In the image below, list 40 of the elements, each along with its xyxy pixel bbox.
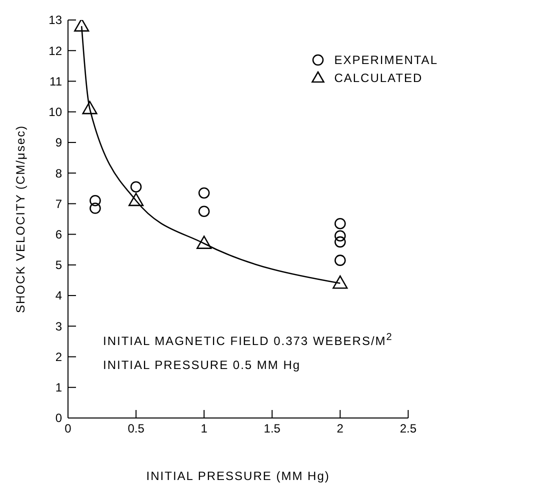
annotation: INITIAL MAGNETIC FIELD 0.373 WEBERS/M$^{2}$ [103, 331, 393, 350]
annotation: INITIAL PRESSURE 0.5 MM Hg [103, 357, 302, 374]
y-tick-label: 3 [55, 319, 62, 334]
point [82, 100, 98, 114]
point [198, 187, 210, 199]
x-tick-label: 1 [200, 422, 208, 436]
legend-label: EXPERIMENTAL [334, 53, 438, 67]
y-axis-title: SHOCK VELOCITY (CM/μsec) [13, 124, 28, 314]
x-tick-label: 2 [336, 422, 344, 436]
y-tick-label: 4 [55, 288, 62, 303]
point [334, 254, 346, 266]
x-tick-label: 2.5 [400, 422, 417, 436]
x-tick-label: 0 [64, 422, 72, 436]
y-tick-label: 5 [55, 258, 62, 272]
point [128, 192, 144, 206]
point [334, 230, 346, 242]
y-tick-label: 6 [55, 228, 62, 242]
y-tick-label: 13 [48, 13, 62, 28]
point [90, 194, 101, 206]
point [130, 181, 142, 193]
point [198, 206, 210, 217]
y-tick-label: 11 [50, 74, 62, 88]
x-tick-label: 1.5 [264, 422, 281, 436]
point [196, 236, 212, 249]
y-tick-label: 9 [55, 136, 62, 150]
y-tick-label: 7 [55, 196, 62, 211]
point [334, 218, 346, 230]
x-tick-label: 0.5 [128, 422, 145, 436]
y-tick-label: 2 [55, 350, 62, 364]
y-tick-label: 8 [55, 166, 62, 180]
x-axis-title: INITIAL PRESSURE (MM Hg) [146, 469, 330, 483]
point [332, 275, 348, 289]
y-tick-label: 10 [48, 105, 62, 120]
point [74, 20, 90, 32]
y-tick-label: 1 [55, 380, 62, 395]
legend-label: CALCULATED [334, 71, 423, 85]
point [90, 202, 101, 214]
y-tick-label: 0 [55, 411, 62, 426]
y-tick-label: 12 [48, 44, 62, 58]
point [334, 236, 346, 248]
